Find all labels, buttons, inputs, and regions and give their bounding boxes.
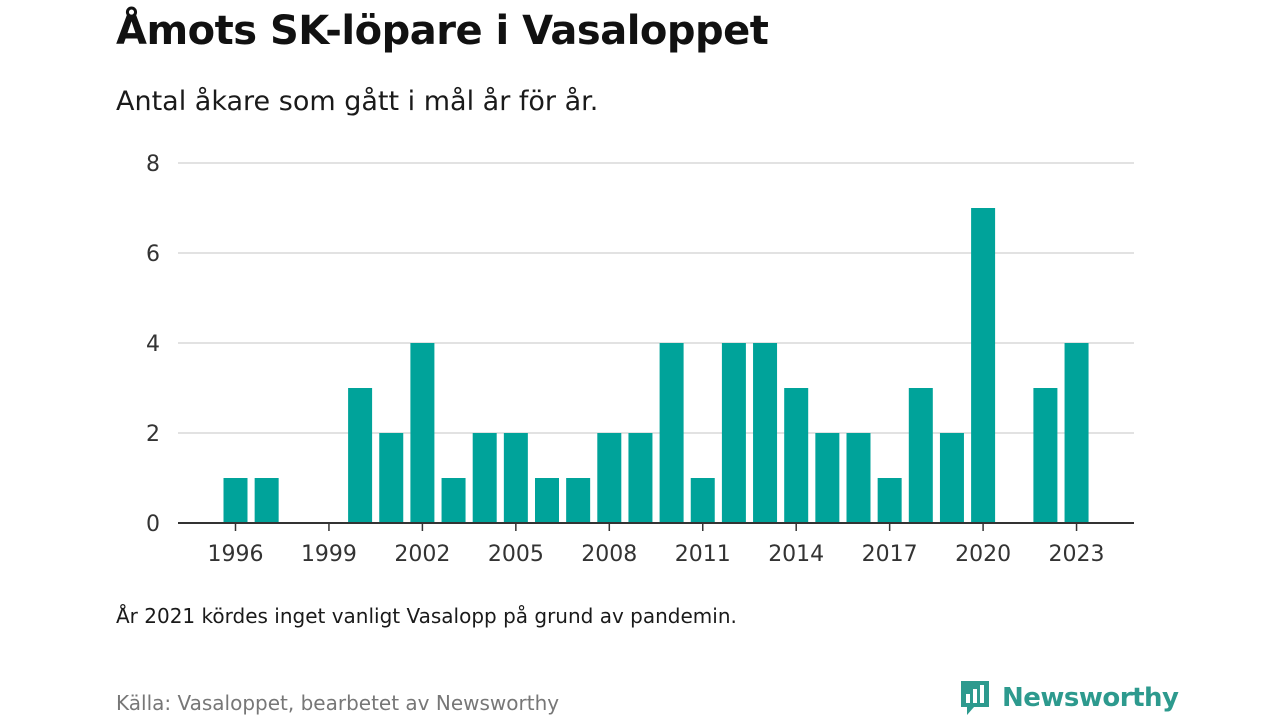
bar-2015: [815, 433, 840, 523]
bar-2011: [690, 478, 715, 523]
bar-2012: [721, 343, 746, 523]
x-tick-label: 2011: [675, 542, 731, 567]
y-tick-label: 0: [146, 512, 160, 537]
bar-2014: [784, 388, 809, 523]
y-tick-label: 6: [146, 242, 160, 267]
bar-2019: [939, 433, 964, 523]
x-tick-label: 2023: [1049, 542, 1105, 567]
bar-2008: [597, 433, 622, 523]
x-tick-label: 2017: [862, 542, 918, 567]
x-tick-label: 2020: [955, 542, 1011, 567]
chart-title: Åmots SK-löpare i Vasaloppet: [116, 8, 769, 54]
bar-2020: [971, 208, 996, 523]
bars: [223, 208, 1089, 523]
bar-2018: [908, 388, 933, 523]
bar-2016: [846, 433, 871, 523]
bar-2004: [472, 433, 497, 523]
bar-2006: [535, 478, 559, 523]
y-tick-label: 4: [146, 332, 160, 357]
brand-name: Newsworthy: [1002, 683, 1179, 713]
x-tick-label: 2014: [768, 542, 824, 567]
source-text: Källa: Vasaloppet, bearbetet av Newswort…: [116, 691, 560, 715]
x-tick-label: 1996: [208, 542, 264, 567]
bar-2007: [566, 478, 591, 523]
newsworthy-brand: Newsworthy: [958, 678, 1179, 718]
chart-note: År 2021 kördes inget vanligt Vasalopp på…: [116, 604, 737, 628]
x-tick-label: 1999: [301, 542, 357, 567]
bar-2013: [753, 343, 778, 523]
bar-2017: [877, 478, 902, 523]
bar-2022: [1033, 388, 1058, 523]
bar-2023: [1064, 343, 1089, 523]
x-tick-label: 2008: [581, 542, 637, 567]
bar-2001: [379, 433, 404, 523]
x-axis: 1996 1999 2002 2005 2008 2011 2014 2017 2020 2023: [178, 522, 1134, 567]
bar-1997: [254, 478, 279, 523]
bar-2000: [348, 388, 373, 523]
chart-subtitle: Antal åkare som gått i mål år för år.: [116, 86, 599, 117]
x-tick-label: 2005: [488, 542, 544, 567]
y-tick-label: 2: [146, 422, 160, 447]
x-tick-label: 2002: [394, 542, 450, 567]
bar-2009: [628, 433, 653, 523]
newsworthy-logo-icon: [961, 681, 989, 715]
bar-2005: [503, 433, 528, 523]
bar-2003: [441, 478, 466, 523]
bar-2002: [410, 343, 435, 523]
bar-chart: 0 2 4 6 8 1996 1999 2002 2005 2008 2011 2014 2017 20…: [146, 152, 1134, 567]
y-tick-label: 8: [146, 152, 160, 177]
y-axis-ticks: 0 2 4 6 8: [146, 152, 160, 537]
bar-1996: [223, 478, 248, 523]
bar-2010: [659, 343, 684, 523]
